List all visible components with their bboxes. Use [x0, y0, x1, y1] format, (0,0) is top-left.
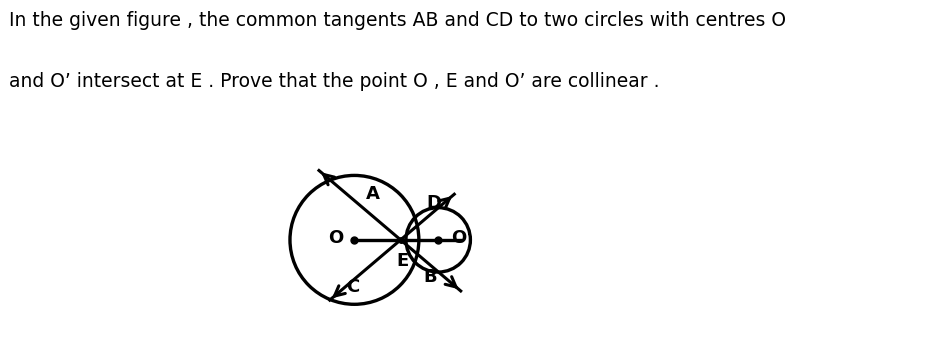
Text: E: E: [397, 252, 409, 270]
Text: C: C: [347, 278, 360, 296]
Text: A: A: [366, 185, 381, 203]
Text: and O’ intersect at E . Prove that the point O , E and O’ are collinear .: and O’ intersect at E . Prove that the p…: [9, 72, 660, 91]
Text: O: O: [329, 229, 344, 247]
Text: O': O': [451, 229, 472, 247]
Text: D: D: [427, 194, 442, 212]
Text: In the given figure , the common tangents AB and CD to two circles with centres : In the given figure , the common tangent…: [9, 11, 787, 30]
Text: B: B: [424, 267, 437, 286]
